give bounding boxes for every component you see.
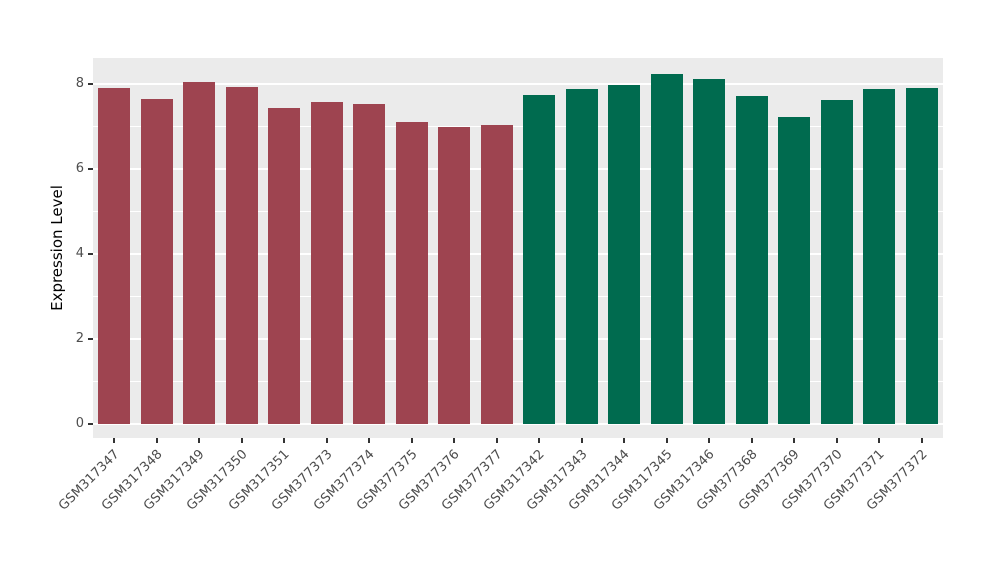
bar-GSM317344 xyxy=(608,84,641,424)
y-tick-mark xyxy=(88,167,93,170)
x-tick-mark xyxy=(750,438,753,443)
bar-GSM317349 xyxy=(183,81,216,424)
x-tick-mark xyxy=(325,438,328,443)
x-tick-mark xyxy=(538,438,541,443)
bar-GSM377376 xyxy=(438,127,471,424)
bar-GSM317343 xyxy=(565,89,598,424)
x-tick-mark xyxy=(495,438,498,443)
y-tick-label: 0 xyxy=(75,416,84,431)
bar-GSM377371 xyxy=(863,89,896,424)
x-tick-mark xyxy=(155,438,158,443)
bar-GSM377368 xyxy=(735,96,768,424)
major-gridline xyxy=(93,423,943,425)
bar-GSM377372 xyxy=(905,88,938,424)
x-tick-mark xyxy=(368,438,371,443)
x-tick-mark xyxy=(920,438,923,443)
y-tick-label: 8 xyxy=(75,75,84,91)
y-tick-label: 6 xyxy=(75,160,84,176)
minor-gridline xyxy=(93,125,943,127)
x-tick-mark xyxy=(453,438,456,443)
bar-GSM377369 xyxy=(778,116,811,424)
x-tick-mark xyxy=(240,438,243,443)
bar-GSM317342 xyxy=(523,95,556,424)
bar-GSM317351 xyxy=(268,108,301,424)
x-tick-mark xyxy=(113,438,116,443)
y-tick-label: 2 xyxy=(75,330,84,346)
minor-gridline xyxy=(93,295,943,297)
x-tick-mark xyxy=(878,438,881,443)
bar-GSM377377 xyxy=(480,125,513,424)
x-tick-mark xyxy=(580,438,583,443)
bar-GSM317345 xyxy=(650,74,683,424)
major-gridline xyxy=(93,337,943,340)
major-gridline xyxy=(93,167,943,170)
bar-GSM317350 xyxy=(225,86,258,424)
x-tick-mark xyxy=(623,438,626,443)
y-tick-label: 4 xyxy=(75,245,84,261)
x-tick-mark xyxy=(793,438,796,443)
bar-GSM317347 xyxy=(98,87,131,424)
x-tick-mark xyxy=(410,438,413,443)
x-tick-mark xyxy=(835,438,838,443)
bar-GSM377375 xyxy=(395,121,428,424)
minor-gridline xyxy=(93,380,943,382)
minor-gridline xyxy=(93,210,943,212)
bar-GSM377373 xyxy=(310,101,343,424)
x-tick-mark xyxy=(283,438,286,443)
x-tick-mark xyxy=(708,438,711,443)
bar-GSM317348 xyxy=(140,98,173,424)
bar-GSM377370 xyxy=(820,99,853,424)
bar-GSM317346 xyxy=(693,79,726,424)
y-tick-mark xyxy=(88,423,93,425)
x-tick-mark xyxy=(198,438,201,443)
plot-panel xyxy=(93,58,943,438)
y-tick-mark xyxy=(88,82,93,85)
major-gridline xyxy=(93,252,943,255)
y-tick-mark xyxy=(88,252,93,255)
major-gridline xyxy=(93,82,943,85)
y-tick-mark xyxy=(88,337,93,340)
bar-GSM377374 xyxy=(353,104,386,424)
x-tick-mark xyxy=(665,438,668,443)
